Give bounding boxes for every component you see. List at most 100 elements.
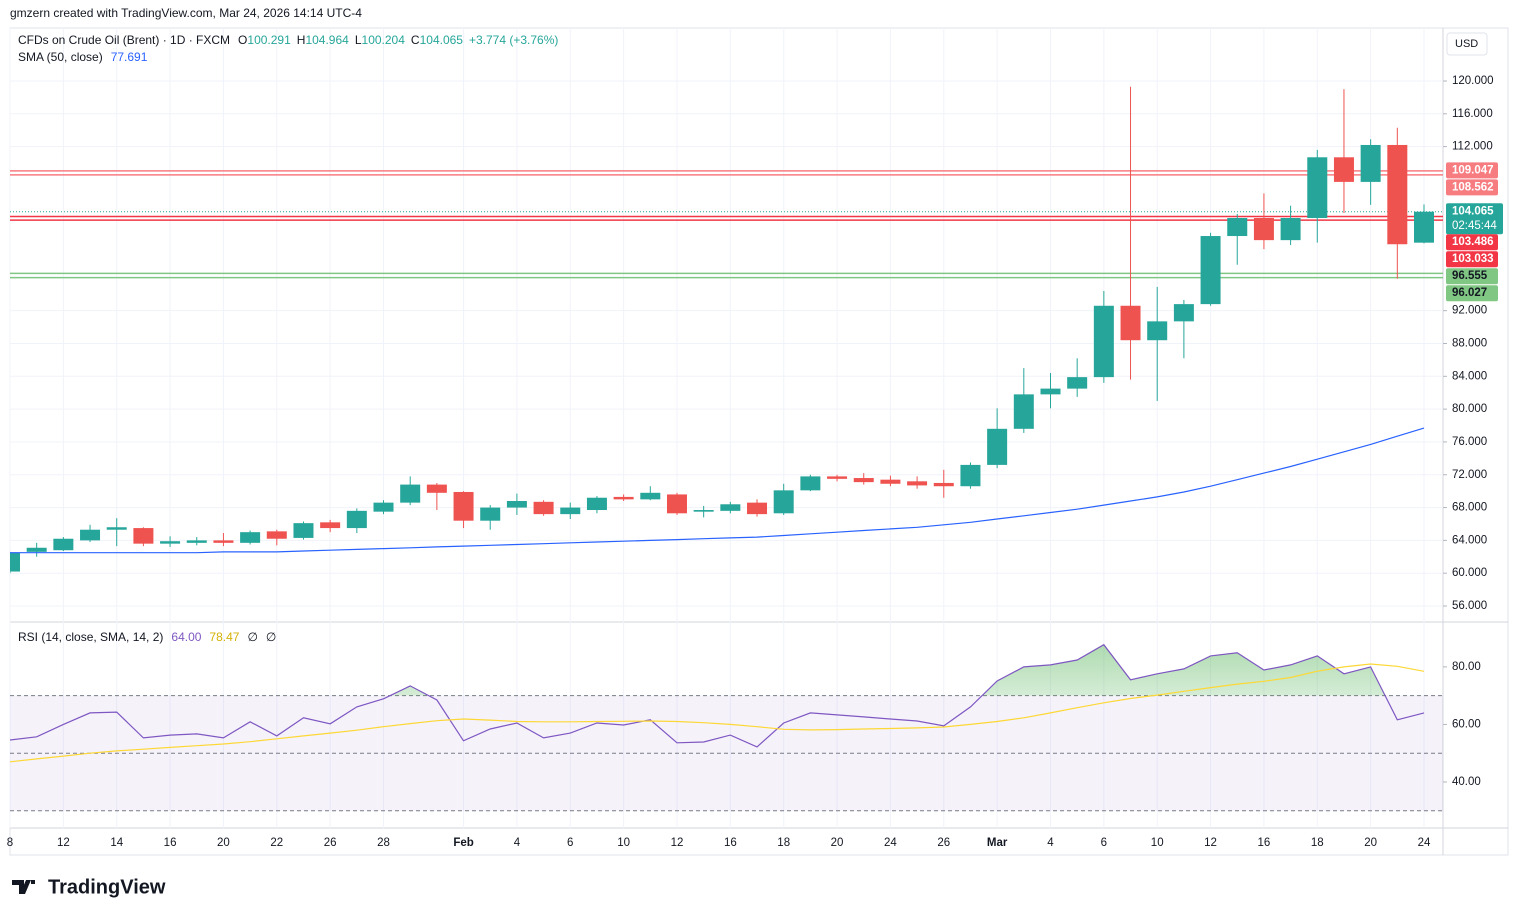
candle-body [933,482,954,487]
sma-value: 77.691 [111,50,148,64]
y-tick-label: 84.000 [1452,370,1487,382]
candle-body [240,532,261,543]
ohlc-value: 100.291 [247,33,291,47]
candle-body [907,481,928,486]
x-tick-label: 28 [377,837,390,849]
candle-body [506,501,527,508]
candle-body [26,547,47,552]
x-tick-label: 20 [1364,837,1377,849]
x-tick-label: 26 [937,837,950,849]
candle-body [800,476,821,491]
legends: CFDs on Crude Oil (Brent) · 1D · FXCM O10… [18,33,558,644]
currency[interactable]: USD [1455,38,1478,50]
level-label-box [1446,179,1498,196]
instrument-title: CFDs on Crude Oil (Brent) · 1D · FXCM [18,33,230,47]
sma-legend: SMA (50, close) 77.691 [18,50,148,64]
rsi-value: 78.47 [209,630,239,644]
ohlc-key: L [355,33,362,47]
ohlc-value: 104.065 [420,33,464,47]
candle-body [10,552,20,572]
level-label-box [1446,162,1498,179]
x-tick-label: 6 [1101,837,1107,849]
x-tick-label: 16 [1258,837,1271,849]
level-label: 96.555 [1452,270,1488,282]
ohlc-key: O [238,33,247,47]
candle-body [987,428,1008,465]
candle-body [320,522,341,529]
x-tick-label: 10 [1151,837,1164,849]
x-tick-label: 12 [1204,837,1217,849]
candle-body [1120,305,1141,341]
candle-body [1013,394,1034,429]
candle-body [160,541,181,544]
candle-body [1040,388,1061,395]
candle-body [827,476,848,479]
ohlc-key: H [297,33,306,47]
y-tick-label: 64.000 [1452,534,1487,546]
attribution: gmzern created with TradingView.com, Mar… [10,6,362,20]
x-tick-label: 14 [110,837,123,849]
candle-body [80,529,101,541]
rsi-title: RSI (14, close, SMA, 14, 2) [18,630,163,644]
rsi-legend: RSI (14, close, SMA, 14, 2) 64.00 78.47 ∅ ∅ [18,630,276,644]
y-tick-label: 112.000 [1452,141,1493,153]
candle-body [1280,217,1301,241]
candle-body [613,496,634,500]
rsi-value: 64.00 [171,630,201,644]
level-label: 108.562 [1452,181,1494,193]
candle-body [666,494,687,514]
y-tick-label: 72.000 [1452,469,1487,481]
candle-body [453,491,474,521]
x-tick-label: 18 [1311,837,1324,849]
candle-body [747,502,768,515]
rsi-extra: ∅ [266,630,276,644]
x-tick-label: 20 [217,837,230,849]
overbought-fill [390,644,1386,696]
candle-body [1414,211,1434,243]
candle-body [346,510,367,529]
axes: 8 12 14 16 20 22 26 28 Feb 4 6 10 12 16 18 20 24 26 Mar 4 6 1… [7,75,1503,849]
candle-body [1093,305,1114,378]
candle-body [426,484,447,493]
candle-body [1147,321,1168,341]
candle-body [1200,236,1221,305]
x-tick-label: 12 [671,837,684,849]
rsi-line [10,663,1425,763]
level-label-box [1446,251,1498,268]
last-price-label: 104.065 [1452,206,1494,218]
rsi-tick-label: 60.00 [1452,718,1481,730]
level-label: 103.486 [1452,236,1494,248]
y-tick-label: 68.000 [1452,502,1487,514]
candle-body [213,540,234,543]
rsi-tick-label: 80.00 [1452,661,1481,673]
level-label-box [1446,268,1498,285]
level-label-box [1446,234,1498,251]
candle-body [1333,157,1354,182]
x-tick-label: 26 [324,837,337,849]
x-tick-label: 4 [1047,837,1054,849]
grid [9,28,1443,828]
y-tick-label: 120.000 [1452,75,1494,87]
candle-body [533,501,554,515]
rsi-extra: ∅ [247,630,257,644]
candle-body [586,497,607,511]
y-tick-label: 60.000 [1452,567,1487,579]
price-legend: CFDs on Crude Oil (Brent) · 1D · FXCM O10… [18,33,558,47]
level-label: 109.047 [1452,164,1494,176]
candle-body [880,479,901,484]
candle-body [373,502,394,512]
level-label: 96.027 [1452,287,1487,299]
currency-box[interactable] [1446,32,1488,56]
x-tick-label: 10 [617,837,630,849]
ohlc-key: C [411,33,420,47]
candle-body [400,484,421,503]
candle-body [106,527,127,530]
x-tick-label: 22 [270,837,283,849]
candle-body [1173,304,1194,322]
y-tick-label: 76.000 [1452,436,1487,448]
last-price-box [1446,203,1503,235]
candle-body [1387,144,1408,245]
candle-body [773,490,794,514]
x-tick-label: 24 [1418,837,1431,849]
x-tick-label: Mar [987,837,1008,849]
